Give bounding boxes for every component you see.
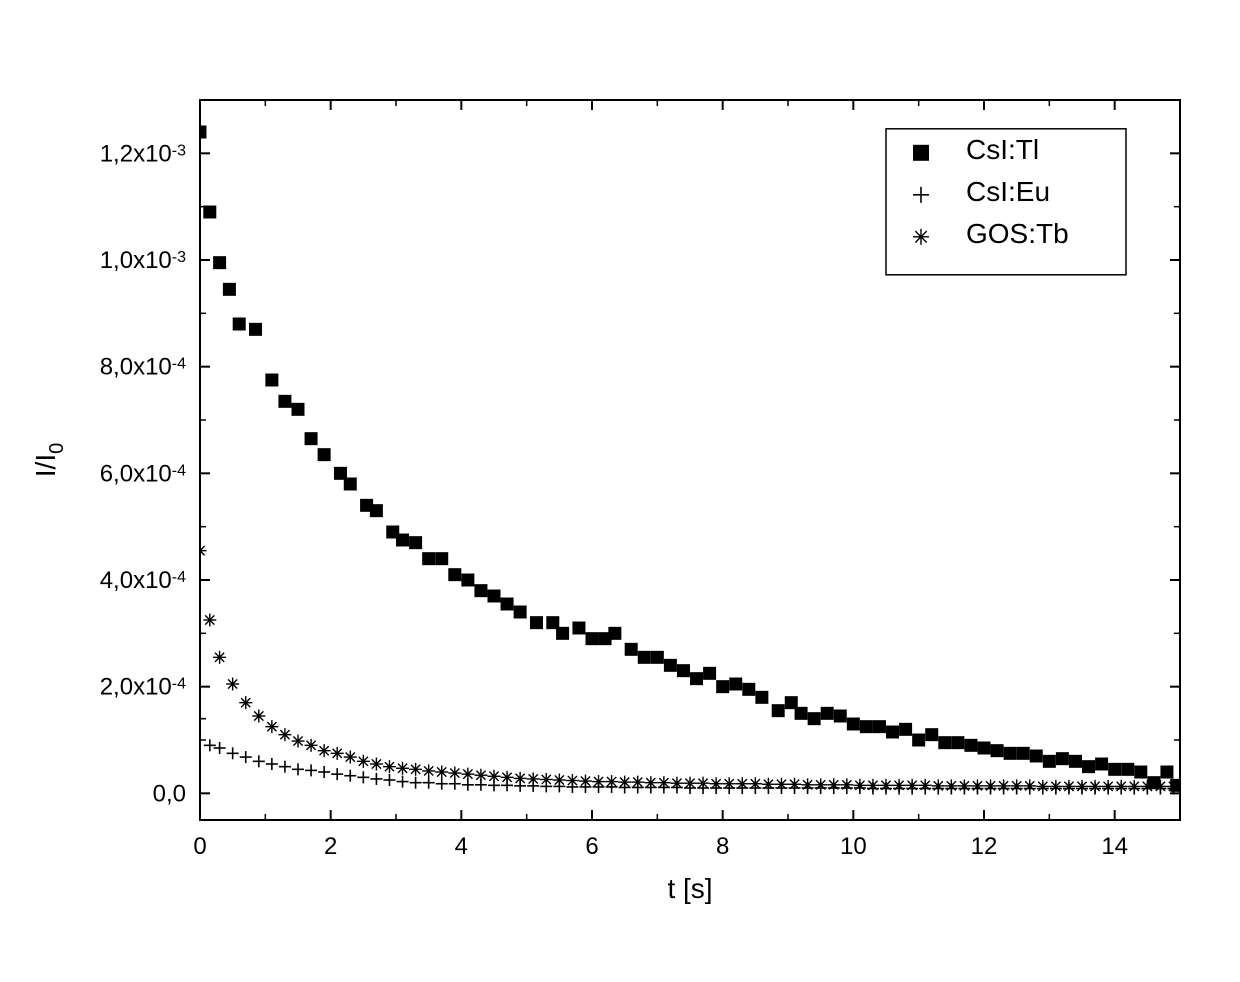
- decay-scatter-chart: 0 2 4 6 8 10 12 14 0,0 2,0x10-4 4,0x10-4 6,0x10-4 8,…: [0, 0, 1240, 982]
- svg-text:6: 6: [585, 833, 598, 860]
- svg-text:2: 2: [324, 833, 337, 860]
- legend-label: CsI:Tl: [966, 134, 1039, 165]
- svg-text:0,0: 0,0: [153, 780, 186, 807]
- legend-label: GOS:Tb: [966, 218, 1069, 249]
- svg-text:1,0x10-3: 1,0x10-3: [100, 247, 186, 274]
- svg-text:12: 12: [971, 833, 998, 860]
- svg-text:4,0x10-4: 4,0x10-4: [100, 567, 186, 594]
- svg-text:t [s]: t [s]: [667, 873, 712, 904]
- legend-label: CsI:Eu: [966, 176, 1050, 207]
- svg-text:8,0x10-4: 8,0x10-4: [100, 354, 186, 381]
- svg-text:6,0x10-4: 6,0x10-4: [100, 460, 186, 487]
- svg-text:1,2x10-3: 1,2x10-3: [100, 140, 186, 167]
- svg-text:4: 4: [455, 833, 468, 860]
- chart-container: 0 2 4 6 8 10 12 14 0,0 2,0x10-4 4,0x10-4 6,0x10-4 8,…: [0, 0, 1240, 982]
- svg-text:10: 10: [840, 833, 867, 860]
- svg-text:14: 14: [1101, 833, 1128, 860]
- svg-text:I/I0: I/I0: [30, 443, 68, 477]
- svg-text:2,0x10-4: 2,0x10-4: [100, 674, 186, 701]
- svg-text:8: 8: [716, 833, 729, 860]
- svg-text:0: 0: [193, 833, 206, 860]
